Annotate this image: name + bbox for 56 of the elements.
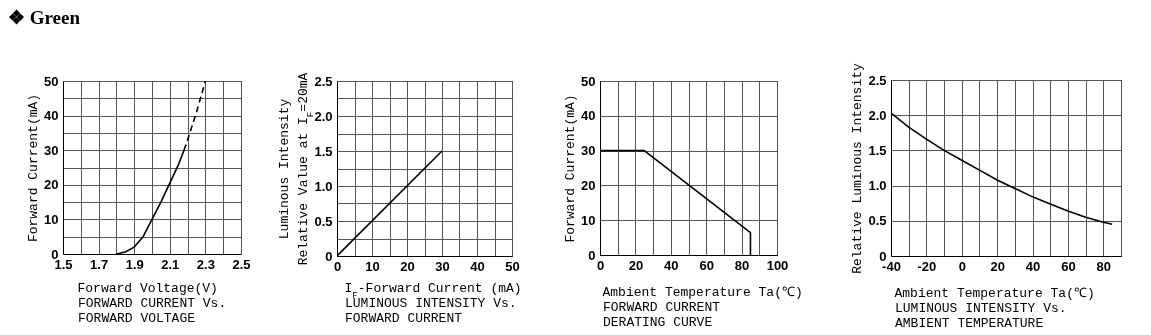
y-tick-label: 2.0 <box>868 107 887 123</box>
x-axis-title: Ambient Temperature Ta(℃) <box>894 285 1095 301</box>
text: LUMINOUS INTENSITY Vs. <box>895 301 1067 316</box>
y-tick-label: 40 <box>581 108 596 124</box>
x-tick-label: 100 <box>766 257 789 273</box>
x-tick-label: 40 <box>664 257 679 273</box>
text: FORWARD VOLTAGE <box>78 311 196 326</box>
y-tick-label: 10 <box>44 211 59 227</box>
y-axis-title: Forward Current(mA) <box>563 94 579 243</box>
x-tick-label: 60 <box>699 257 714 273</box>
x-tick-label: 2.3 <box>196 256 215 272</box>
y-tick-label: 2.5 <box>868 72 887 88</box>
y-tick-label: 0.5 <box>314 213 333 229</box>
y-tick-label: 30 <box>44 142 59 158</box>
x-tick-label: 30 <box>435 258 450 274</box>
x-tick-label: 80 <box>734 257 750 273</box>
y-tick-label: 50 <box>44 73 59 89</box>
x-tick-label: -20 <box>917 258 937 274</box>
x-tick-label: 80 <box>1096 258 1112 274</box>
y-tick-label: 50 <box>581 73 596 89</box>
y-tick-label: 30 <box>581 143 596 159</box>
y-tick-label: 1.0 <box>314 178 333 194</box>
y-tick-label: 20 <box>581 177 596 193</box>
x-tick-label: 20 <box>400 258 415 274</box>
x-tick-label: 10 <box>365 258 380 274</box>
x-tick-label: 20 <box>990 258 1005 274</box>
y-tick-label: 2.5 <box>314 73 333 89</box>
x-tick-label: 50 <box>505 258 520 274</box>
chart-title: ❖ Green <box>8 6 81 29</box>
x-tick-label: 0 <box>958 258 966 274</box>
text: FORWARD CURRENT <box>345 311 463 326</box>
x-tick-label: 40 <box>1025 258 1041 274</box>
y-tick-label: 1.5 <box>314 143 333 159</box>
y-tick-label: 1.5 <box>868 142 887 158</box>
y-tick-label: 10 <box>581 212 596 228</box>
x-tick-label: 40 <box>470 258 485 274</box>
x-tick-label: 1.7 <box>90 256 109 272</box>
x-tick-label: 20 <box>628 257 644 273</box>
x-tick-label: 2.1 <box>161 256 180 272</box>
text: LUMINOUS INTENSITY Vs. <box>345 296 517 311</box>
x-tick-label: 60 <box>1061 258 1076 274</box>
y-tick-label: 20 <box>44 177 59 193</box>
x-tick-label: 2.5 <box>232 256 251 272</box>
text: FORWARD CURRENT <box>603 300 721 315</box>
text: FORWARD CURRENT Vs. <box>78 296 227 311</box>
y-tick-label: 1.0 <box>868 178 887 194</box>
text: AMBIENT TEMPERATURE <box>895 316 1044 331</box>
x-axis-title: Ambient Temperature Ta(℃) <box>602 284 803 300</box>
y-axis-title: Relative Luminous Intensity <box>850 62 866 274</box>
x-axis-title: Forward Voltage(V) <box>77 280 218 296</box>
text: DERATING CURVE <box>603 315 713 330</box>
y-tick-label: 40 <box>44 108 59 124</box>
y-tick-label: 2.0 <box>314 108 333 124</box>
y-axis-title: Forward Current(mA) <box>26 93 42 243</box>
y-tick-label: 0.5 <box>868 213 887 229</box>
x-tick-label: 1.9 <box>125 256 144 272</box>
